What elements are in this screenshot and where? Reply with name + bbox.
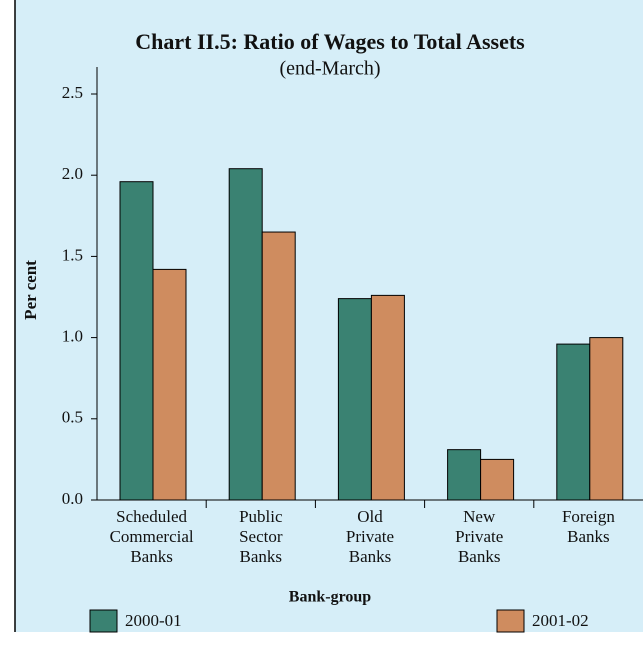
x-tick-label: Old Private Banks [346,507,394,566]
y-axis-label: Per cent [21,260,40,320]
x-tick-label: Public Sector Banks [239,507,283,566]
x-tick-label: New Private Banks [455,507,503,566]
y-tick-label: 1.5 [62,245,83,264]
bar [480,458,515,501]
y-tick-label: 0.0 [62,489,83,508]
bar [589,337,624,501]
bar [556,343,591,501]
bar [152,268,187,501]
bar [228,168,263,501]
bar [447,449,482,501]
legend-swatch [496,609,525,633]
x-axis-label: Bank-group [289,589,372,606]
bar [337,298,372,501]
bar [261,231,296,501]
legend-label: 2000-01 [125,611,182,630]
bar [119,181,154,501]
x-tick-label: Foreign Banks [562,507,615,546]
bar [370,294,405,501]
legend-swatch [89,609,118,633]
legend-label: 2001-02 [532,611,589,630]
chart-title: Chart II.5: Ratio of Wages to Total Asse… [135,29,525,54]
x-tick-label: Scheduled Commercial Banks [110,507,194,566]
y-tick-label: 2.5 [62,83,83,102]
chart-subtitle: (end-March) [279,58,380,80]
y-tick-label: 0.5 [62,408,83,427]
y-tick-label: 2.0 [62,164,83,183]
y-tick-label: 1.0 [62,327,83,346]
